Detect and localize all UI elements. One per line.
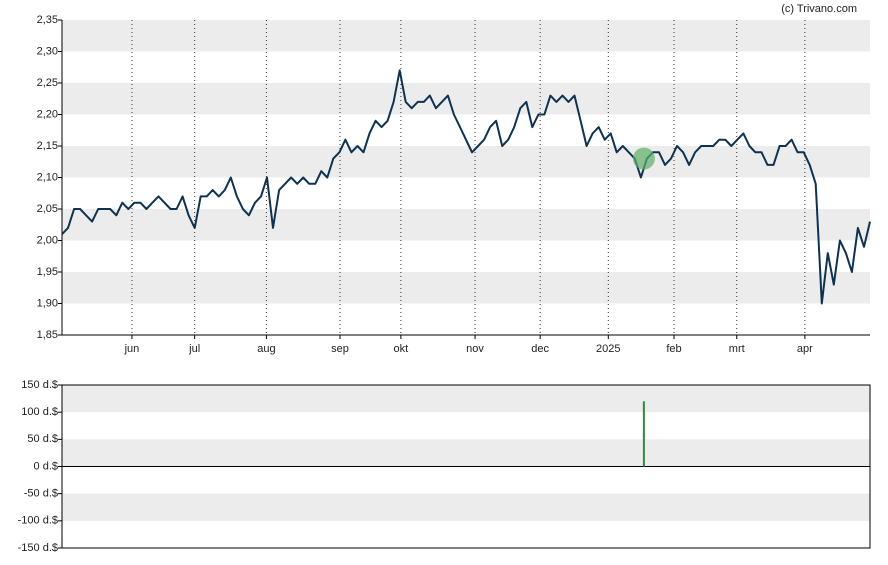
grid-band — [62, 272, 870, 304]
x-tick-label: okt — [394, 343, 409, 355]
x-tick-label: feb — [666, 343, 681, 355]
x-tick-label: 2025 — [596, 343, 620, 355]
y-tick-label: 100 d.$ — [21, 406, 58, 418]
y-tick-label: 2,20 — [37, 108, 58, 120]
x-tick-label: jun — [124, 343, 140, 355]
bar — [642, 401, 645, 467]
credit: (c) Trivano.com — [781, 3, 857, 15]
y-tick-label: 2,25 — [37, 77, 58, 89]
y-tick-label: 2,00 — [37, 234, 58, 246]
y-tick-label: 2,15 — [37, 140, 58, 152]
grid-band — [62, 83, 870, 115]
y-tick-label: 2,30 — [37, 45, 58, 57]
x-tick-label: aug — [257, 343, 275, 355]
y-tick-label: 150 d.$ — [21, 379, 58, 391]
y-tick-label: 50 d.$ — [27, 433, 58, 445]
grid-band — [62, 493, 870, 521]
y-tick-label: 2,35 — [37, 14, 58, 26]
y-tick-label: 1,95 — [37, 266, 58, 278]
x-tick-label: dec — [531, 343, 549, 355]
x-tick-label: nov — [466, 343, 484, 355]
highlight-marker — [632, 147, 655, 170]
y-tick-label: 0 d.$ — [34, 460, 58, 472]
price-line — [61, 69, 871, 305]
x-tick-label: sep — [331, 343, 349, 355]
x-tick-label: mrt — [729, 343, 745, 355]
grid-band — [62, 146, 870, 178]
y-tick-label: -150 d.$ — [18, 542, 58, 554]
y-tick-label: 1,90 — [37, 297, 58, 309]
y-tick-label: -50 d.$ — [24, 488, 58, 500]
grid-band — [62, 20, 870, 52]
y-tick-label: 1,85 — [37, 329, 58, 341]
grid-band — [62, 439, 870, 467]
x-tick-label: apr — [797, 343, 813, 355]
y-tick-label: 2,05 — [37, 203, 58, 215]
grid-band — [62, 385, 870, 413]
x-tick-label: jul — [188, 343, 200, 355]
y-tick-label: 2,10 — [37, 171, 58, 183]
grid-band — [62, 209, 870, 241]
y-tick-label: -100 d.$ — [18, 515, 58, 527]
